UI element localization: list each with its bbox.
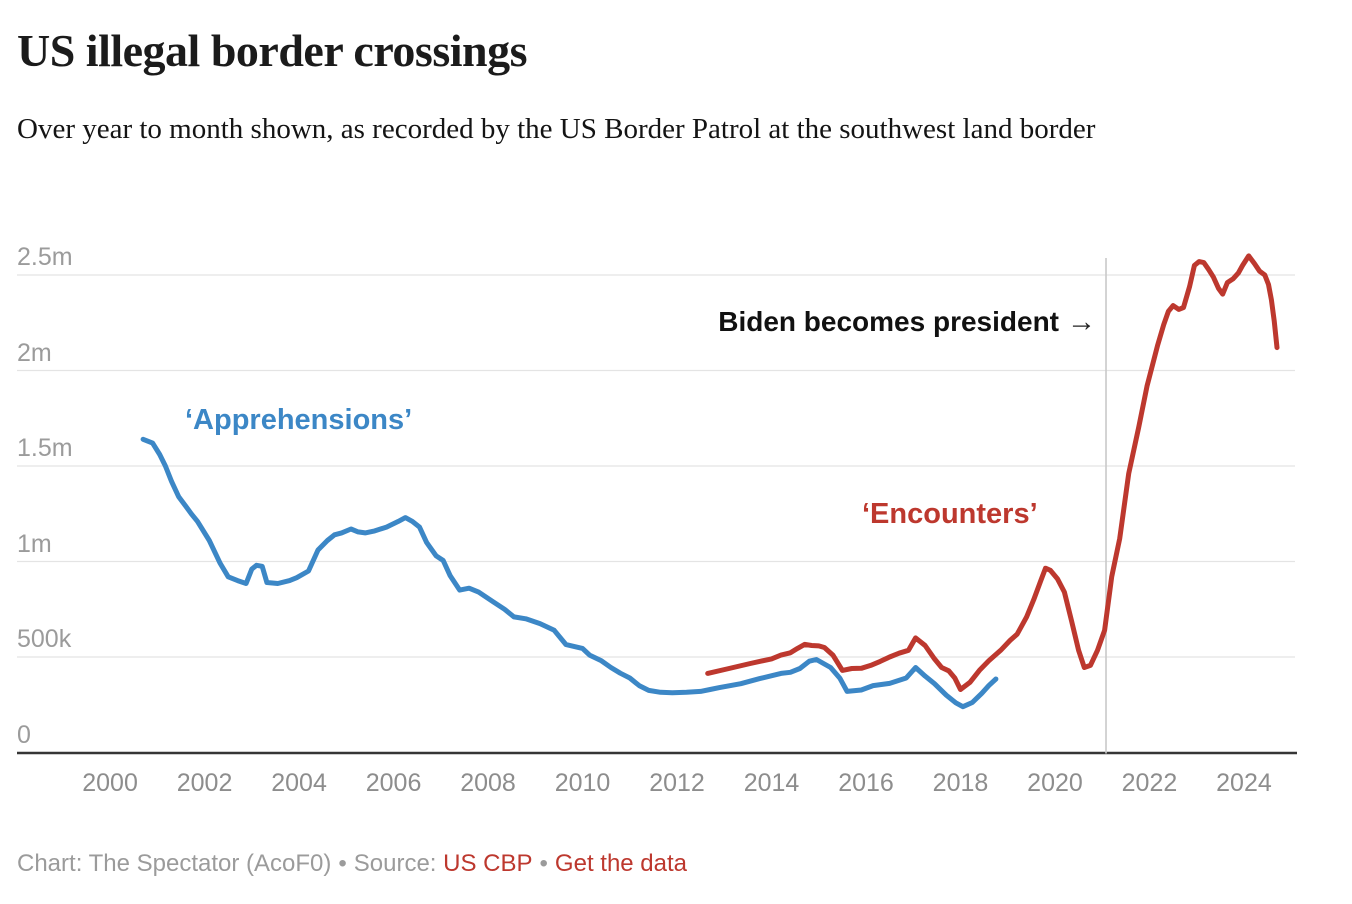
x-tick-label: 2012 (649, 769, 705, 797)
chart-footer: Chart: The Spectator (AcoF0) • Source: US … (17, 850, 687, 878)
x-tick-label: 2020 (1027, 769, 1083, 797)
get-the-data-link[interactable]: Get the data (554, 850, 688, 877)
biden-annotation-text: Biden becomes president (718, 306, 1059, 337)
right-arrow-icon: → (1067, 306, 1096, 338)
x-tick-label: 2006 (365, 769, 422, 797)
footer-separator: • (338, 850, 347, 877)
x-tick-label: 2010 (554, 769, 611, 797)
apprehensions-line (140, 436, 999, 710)
page-title: US illegal border crossings (17, 25, 528, 76)
x-tick-label: 2024 (1216, 769, 1272, 797)
encounters-series-label: ‘Encounters’ (862, 498, 1038, 530)
x-tick-label: 2004 (271, 769, 327, 797)
chart-subtitle: Over year to month shown, as recorded by… (17, 113, 1096, 145)
apprehensions-series-label: ‘Apprehensions’ (185, 404, 413, 436)
y-tick-label: 2.5m (17, 243, 73, 271)
x-tick-label: 2002 (176, 769, 233, 797)
x-tick-label: 2016 (838, 769, 894, 797)
x-tick-label: 2018 (932, 769, 989, 797)
chart-credit: Chart: The Spectator (AcoF0) (17, 850, 332, 877)
x-tick-label: 2014 (743, 769, 800, 797)
gridlines (17, 274, 1295, 658)
x-tick-label: 2008 (460, 769, 516, 797)
y-tick-label: 2m (17, 338, 52, 367)
y-tick-label: 1.5m (17, 434, 73, 462)
y-tick-label: 0 (17, 720, 31, 749)
biden-annotation: Biden becomes president → (718, 306, 1096, 339)
source-prefix: Source: (353, 850, 437, 877)
x-tick-label: 2022 (1121, 769, 1178, 797)
source-link[interactable]: US CBP (443, 850, 533, 877)
y-tick-label: 500k (17, 625, 72, 653)
y-tick-label: 1m (17, 529, 52, 558)
footer-separator: • (539, 850, 548, 877)
x-tick-label: 2000 (82, 769, 138, 797)
